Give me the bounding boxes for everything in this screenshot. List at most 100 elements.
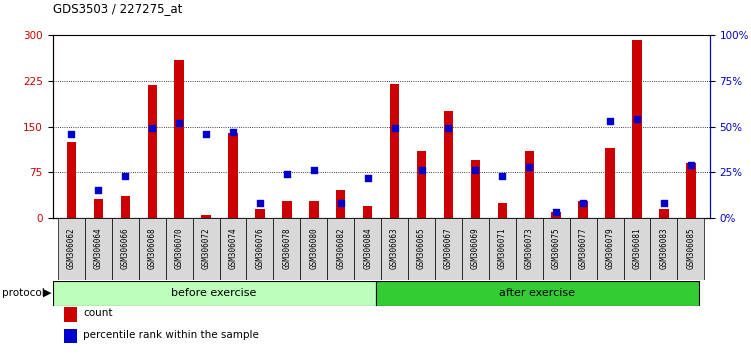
- Bar: [219, 218, 246, 280]
- Point: [415, 167, 427, 173]
- Bar: [686, 163, 695, 218]
- Point: [281, 171, 293, 177]
- Bar: [354, 218, 382, 280]
- Bar: [228, 133, 238, 218]
- Bar: [201, 215, 211, 218]
- Text: percentile rank within the sample: percentile rank within the sample: [83, 330, 259, 339]
- Text: GSM306078: GSM306078: [282, 228, 291, 269]
- Text: GSM306085: GSM306085: [686, 228, 695, 269]
- Point: [227, 129, 239, 135]
- Point: [254, 200, 266, 206]
- Bar: [390, 84, 400, 218]
- Bar: [543, 218, 570, 280]
- Bar: [58, 218, 85, 280]
- Bar: [147, 85, 157, 218]
- Bar: [677, 218, 704, 280]
- Bar: [94, 200, 103, 218]
- Bar: [471, 160, 480, 218]
- Text: GDS3503 / 227275_at: GDS3503 / 227275_at: [53, 2, 182, 15]
- Point: [92, 188, 104, 193]
- Point: [388, 126, 400, 131]
- Text: GSM306072: GSM306072: [201, 228, 210, 269]
- Bar: [659, 209, 668, 218]
- Point: [469, 167, 481, 173]
- Bar: [121, 196, 130, 218]
- Text: GSM306067: GSM306067: [444, 228, 453, 269]
- Bar: [309, 201, 318, 218]
- Bar: [174, 60, 184, 218]
- Text: GSM306075: GSM306075: [552, 228, 561, 269]
- Bar: [192, 218, 219, 280]
- Point: [146, 126, 158, 131]
- Point: [631, 116, 643, 122]
- Bar: [363, 206, 372, 218]
- Point: [173, 120, 185, 126]
- Point: [362, 175, 374, 181]
- Point: [496, 173, 508, 179]
- Point: [200, 131, 212, 137]
- Text: GSM306065: GSM306065: [417, 228, 426, 269]
- Bar: [462, 218, 489, 280]
- Text: GSM306073: GSM306073: [525, 228, 534, 269]
- Bar: [382, 218, 408, 280]
- Bar: [85, 218, 112, 280]
- Bar: [246, 218, 273, 280]
- Bar: [596, 218, 623, 280]
- Text: GSM306064: GSM306064: [94, 228, 103, 269]
- Text: GSM306062: GSM306062: [67, 228, 76, 269]
- Bar: [282, 201, 291, 218]
- Point: [577, 200, 589, 206]
- Text: ▶: ▶: [43, 288, 51, 298]
- Text: GSM306071: GSM306071: [498, 228, 507, 269]
- Text: protocol: protocol: [2, 288, 44, 298]
- Point: [523, 164, 535, 170]
- Point: [658, 200, 670, 206]
- Bar: [516, 218, 543, 280]
- Text: GSM306081: GSM306081: [632, 228, 641, 269]
- Bar: [327, 218, 354, 280]
- Text: GSM306074: GSM306074: [228, 228, 237, 269]
- Bar: [139, 218, 166, 280]
- Text: GSM306084: GSM306084: [363, 228, 372, 269]
- Bar: [300, 218, 327, 280]
- Bar: [524, 151, 534, 218]
- Bar: [570, 218, 596, 280]
- Text: GSM306068: GSM306068: [148, 228, 157, 269]
- Bar: [53, 281, 376, 306]
- Text: GSM306069: GSM306069: [471, 228, 480, 269]
- Bar: [623, 218, 650, 280]
- Text: before exercise: before exercise: [171, 289, 257, 298]
- Point: [550, 210, 562, 215]
- Bar: [444, 112, 453, 218]
- Point: [65, 131, 77, 137]
- Bar: [498, 202, 507, 218]
- Point: [119, 173, 131, 179]
- Point: [604, 118, 616, 124]
- Text: GSM306077: GSM306077: [578, 228, 587, 269]
- Bar: [632, 40, 641, 218]
- Point: [308, 167, 320, 173]
- Text: GSM306063: GSM306063: [390, 228, 399, 269]
- Bar: [489, 218, 516, 280]
- Text: GSM306079: GSM306079: [605, 228, 614, 269]
- Bar: [605, 148, 615, 218]
- Bar: [408, 218, 435, 280]
- Bar: [376, 281, 699, 306]
- Bar: [650, 218, 677, 280]
- Text: GSM306066: GSM306066: [121, 228, 130, 269]
- Text: GSM306070: GSM306070: [175, 228, 184, 269]
- Bar: [417, 151, 427, 218]
- Point: [442, 126, 454, 131]
- Text: after exercise: after exercise: [499, 289, 575, 298]
- Bar: [166, 218, 192, 280]
- Bar: [551, 212, 561, 218]
- Bar: [67, 142, 76, 218]
- Bar: [435, 218, 462, 280]
- Text: GSM306083: GSM306083: [659, 228, 668, 269]
- Bar: [336, 190, 345, 218]
- Bar: [112, 218, 139, 280]
- Text: GSM306076: GSM306076: [255, 228, 264, 269]
- Point: [335, 200, 347, 206]
- Text: GSM306080: GSM306080: [309, 228, 318, 269]
- Bar: [255, 209, 264, 218]
